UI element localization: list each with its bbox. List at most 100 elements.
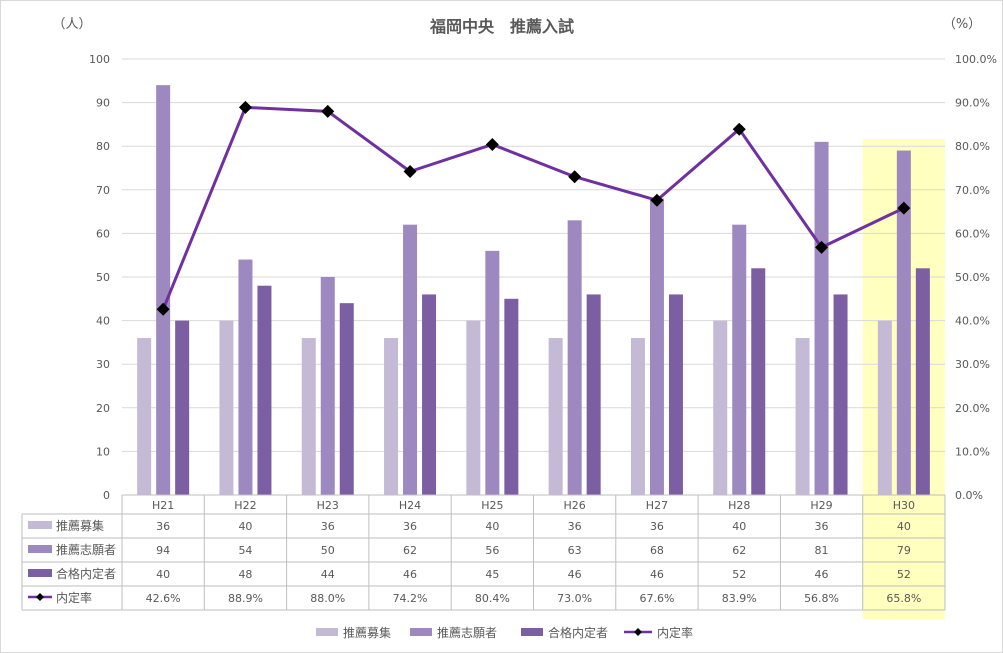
row-label: 推薦募集 [56,518,104,533]
line-point [568,170,582,184]
y-tick-label: 90 [96,97,110,110]
cell-value: 54 [238,544,252,557]
bar [751,268,766,495]
legend: 推薦募集 推薦志願者 合格内定者 内定率 [316,625,693,640]
bar [630,338,645,495]
bar [877,320,892,495]
cell-value: 48 [238,568,252,581]
cell-value: 88.9% [228,592,263,605]
bar [219,320,234,495]
cell-value: 74.2% [393,592,428,605]
y2-tick-label: 40.0% [955,315,990,328]
legend-label: 推薦志願者 [437,626,497,640]
cell-value: 56.8% [804,592,839,605]
left-axis-unit: （人） [52,17,91,32]
cell-value: 62 [403,544,417,557]
bar [814,141,829,495]
y2-tick-label: 70.0% [955,184,990,197]
line-point [732,122,746,136]
bar [504,298,519,495]
category-label: H27 [646,499,668,512]
legend-swatch [316,628,338,636]
legend-swatch [521,628,543,636]
bar [422,294,437,495]
right-axis-unit: （%） [943,17,981,32]
y2-tick-label: 20.0% [955,402,990,415]
line-point [815,240,829,254]
line-series-path [161,105,905,310]
y2-tick-label: 0.0% [955,489,983,502]
bar [403,224,418,495]
cell-value: 44 [321,568,335,581]
cell-value: 83.9% [722,592,757,605]
bar [320,277,335,495]
legend-label: 内定率 [657,625,693,640]
category-label: H26 [564,499,586,512]
y-tick-label: 80 [96,140,110,153]
cell-value: 52 [732,568,746,581]
cell-value: 67.6% [639,592,674,605]
chart-title: 福岡中央 推薦入試 [429,17,574,36]
row-swatch [28,545,52,553]
y2-tick-label: 10.0% [955,445,990,458]
y2-tick-label: 30.0% [955,358,990,371]
cell-value: 50 [321,544,335,557]
bar [586,294,601,495]
bar [548,338,563,495]
cell-value: 81 [815,544,829,557]
cell-value: 79 [897,544,911,557]
category-label: H21 [152,499,174,512]
bar [896,150,911,495]
y-tick-label: 40 [96,315,110,328]
row-label: 内定率 [56,590,92,605]
cell-value: 40 [238,520,252,533]
cell-value: 42.6% [146,592,181,605]
cell-value: 40 [156,568,170,581]
y-tick-label: 30 [96,358,110,371]
line-point [897,201,911,215]
left-axis-ticks: 0 10 20 30 40 50 60 70 80 90 100 [89,53,110,502]
cell-value: 46 [568,568,582,581]
cell-value: 63 [568,544,582,557]
cell-value: 45 [485,568,499,581]
rate-line [156,100,911,316]
cell-value: 88.0% [310,592,345,605]
legend-swatch-marker [634,628,642,636]
bar [238,259,253,495]
bar [649,198,664,495]
line-point [238,100,252,114]
bar [339,303,354,495]
right-axis-ticks: 0.0% 10.0% 20.0% 30.0% 40.0% 50.0% 60.0% 70.0% 8… [955,53,997,502]
line-point [403,164,417,178]
row-swatch [28,569,52,577]
bar [175,320,190,495]
cell-value: 36 [815,520,829,533]
bar [795,338,810,495]
y-tick-label: 60 [96,227,110,240]
data-table: H21 H22 H23 H24 H25 H26 H27 H28 H29 H30 推薦募集 36 40 36… [21,494,946,611]
y2-tick-label: 90.0% [955,97,990,110]
line-point [156,302,170,316]
cell-value: 36 [321,520,335,533]
bar [137,338,152,495]
y2-tick-label: 80.0% [955,140,990,153]
cell-value: 65.8% [886,592,921,605]
y2-tick-label: 100.0% [955,53,997,66]
category-label: H28 [728,499,750,512]
cell-value: 36 [650,520,664,533]
y-tick-label: 70 [96,184,110,197]
cell-value: 94 [156,544,170,557]
cell-value: 46 [403,568,417,581]
y-tick-label: 100 [89,53,110,66]
cell-value: 40 [485,520,499,533]
cell-value: 36 [568,520,582,533]
row-swatch-marker [36,593,44,601]
category-label: H24 [399,499,421,512]
legend-label: 合格内定者 [548,625,608,640]
y2-tick-label: 50.0% [955,271,990,284]
bar [713,320,728,495]
bar [257,285,272,495]
bar [833,294,848,495]
bar [567,220,582,495]
